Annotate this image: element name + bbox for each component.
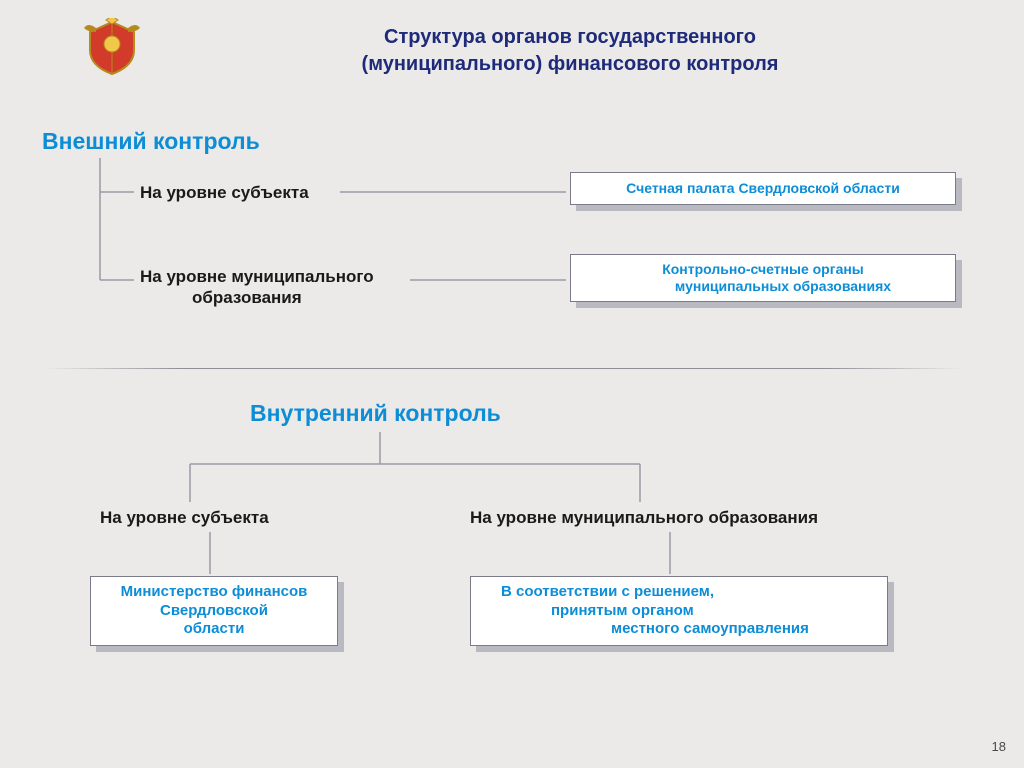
page-title: Структура органов государственного (муни… xyxy=(260,24,880,78)
box-ext-municipal-l1: Контрольно-счетные органы xyxy=(662,261,864,279)
box-int-municipal-l2: принятым органом xyxy=(551,602,694,621)
label-ext-municipal: На уровне муниципального образования xyxy=(140,266,374,309)
box-int-subject-l1: Министерство финансов xyxy=(121,583,308,602)
box-ext-subject-text: Счетная палата Свердловской области xyxy=(626,180,900,198)
label-int-subject: На уровне субъекта xyxy=(100,508,269,528)
connectors-internal xyxy=(0,0,1024,768)
page-number: 18 xyxy=(992,739,1006,754)
box-int-subject-l2: Свердловской xyxy=(160,602,268,621)
title-line-1: Структура органов государственного xyxy=(260,24,880,51)
heading-internal: Внутренний контроль xyxy=(250,400,501,427)
label-ext-subject: На уровне субъекта xyxy=(140,183,309,203)
emblem-icon xyxy=(78,18,146,76)
label-ext-municipal-l2: образования xyxy=(192,288,302,307)
box-int-municipal-l1: В соответствии с решением, xyxy=(501,583,714,602)
box-int-municipal: В соответствии с решением, принятым орга… xyxy=(470,576,888,646)
label-ext-municipal-l1: На уровне муниципального xyxy=(140,267,374,286)
box-int-subject: Министерство финансов Свердловской облас… xyxy=(90,576,338,646)
section-divider xyxy=(44,368,962,369)
title-line-2: (муниципального) финансового контроля xyxy=(260,51,880,78)
box-ext-subject: Счетная палата Свердловской области xyxy=(570,172,956,205)
box-int-subject-l3: области xyxy=(184,620,245,639)
label-int-municipal: На уровне муниципального образования xyxy=(470,508,818,528)
box-int-municipal-l3: местного самоуправления xyxy=(611,620,809,639)
box-ext-municipal: Контрольно-счетные органы муниципальных … xyxy=(570,254,956,302)
heading-external: Внешний контроль xyxy=(42,128,260,155)
box-ext-municipal-l2: муниципальных образованиях xyxy=(675,278,891,296)
